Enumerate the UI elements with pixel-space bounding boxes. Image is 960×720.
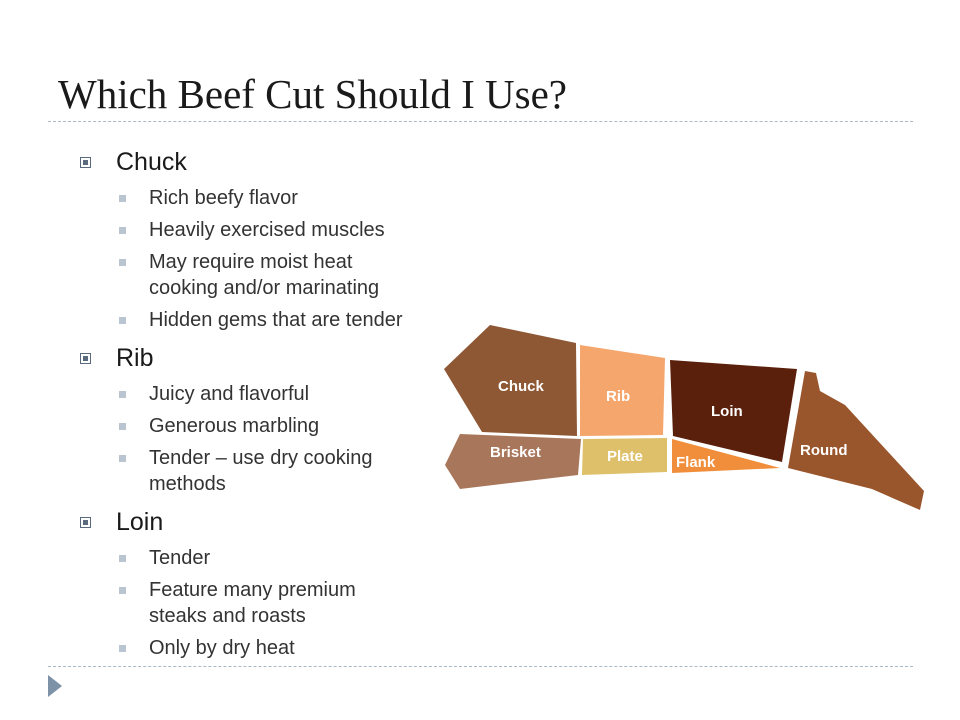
bullet-text: May require moist heat <box>149 251 353 273</box>
sub-bullet-item: Heavily exercised muscles <box>80 217 470 243</box>
cut-label-brisket: Brisket <box>490 444 541 461</box>
cut-label-round: Round <box>800 442 847 459</box>
cut-chuck <box>444 325 577 436</box>
bullet-text: Tender – use dry cooking <box>149 447 373 469</box>
cut-label-rib: Rib <box>606 388 630 405</box>
bullet-text: Feature many premium <box>149 579 356 601</box>
sub-bullet-item: Hidden gems that are tender <box>80 307 470 333</box>
bullet-text: Generous marbling <box>149 415 320 437</box>
cut-loin <box>670 360 797 462</box>
section-heading: Rib <box>80 341 470 375</box>
bullet-text: steaks and roasts <box>149 605 306 627</box>
sub-bullet-list: Juicy and flavorful Generous marbling Te… <box>80 381 470 497</box>
section-heading: Loin <box>80 505 470 539</box>
section-heading: Chuck <box>80 145 470 179</box>
cut-flank <box>672 439 780 473</box>
square-bullet-icon <box>80 156 91 168</box>
bullet-text: Rich beefy flavor <box>149 187 298 209</box>
bullet-list: Chuck Rich beefy flavor Heavily exercise… <box>80 145 470 661</box>
sub-bullet-item: Tender <box>80 545 470 571</box>
footer-divider <box>48 666 913 667</box>
sub-bullet-item: Generous marbling <box>80 413 470 439</box>
cut-rib <box>580 345 665 436</box>
section-heading-label: Loin <box>116 507 164 536</box>
sub-bullet-item: May require moist heat cooking and/or mar… <box>80 249 470 301</box>
cut-plate <box>582 438 667 475</box>
cut-label-loin: Loin <box>711 403 743 420</box>
bullet-text: Tender <box>149 547 211 569</box>
bullet-text: Hidden gems that are tender <box>149 309 403 331</box>
sub-bullet-item: Rich beefy flavor <box>80 185 470 211</box>
bullet-text: cooking and/or marinating <box>149 277 380 299</box>
bullet-text: methods <box>149 473 226 495</box>
cut-label-plate: Plate <box>607 448 643 465</box>
triangle-arrow-icon <box>48 675 62 697</box>
sub-bullet-list: Tender Feature many premium steaks and ro… <box>80 545 470 661</box>
section-heading-label: Chuck <box>116 147 187 176</box>
bullet-text: Heavily exercised muscles <box>149 219 385 241</box>
square-bullet-icon <box>80 516 91 528</box>
slide-title: Which Beef Cut Should I Use? <box>58 71 567 117</box>
cut-label-chuck: Chuck <box>498 378 545 395</box>
cut-brisket <box>445 434 581 489</box>
square-bullet-icon <box>80 352 91 364</box>
section-heading-label: Rib <box>116 343 154 372</box>
sub-bullet-item: Tender – use dry cooking methods <box>80 445 470 497</box>
cut-label-flank: Flank <box>676 454 716 471</box>
sub-bullet-item: Juicy and flavorful <box>80 381 470 407</box>
sub-bullet-item: Only by dry heat <box>80 635 470 661</box>
sub-bullet-list: Rich beefy flavor Heavily exercised musc… <box>80 185 470 333</box>
cut-round <box>788 371 924 510</box>
bullet-text: Juicy and flavorful <box>149 383 310 405</box>
bullet-text: Only by dry heat <box>149 637 295 659</box>
sub-bullet-item: Feature many premium steaks and roasts <box>80 577 470 629</box>
beef-cuts-diagram: Chuck Rib Loin Brisket Plate Flank Round <box>444 325 924 510</box>
title-divider <box>48 121 913 122</box>
